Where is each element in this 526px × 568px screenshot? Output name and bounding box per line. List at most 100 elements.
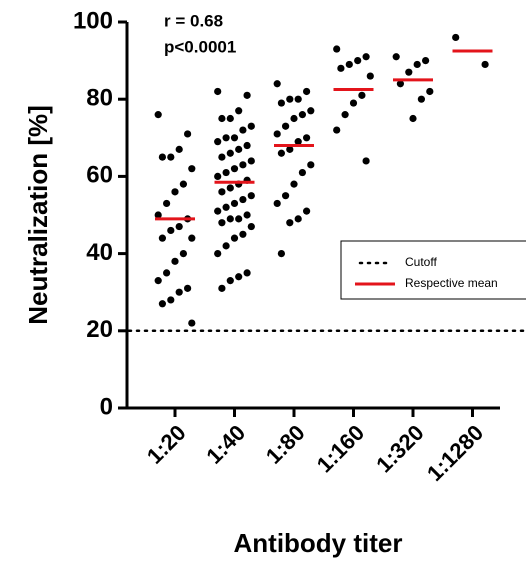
data-point xyxy=(286,95,294,103)
data-point xyxy=(294,95,302,103)
data-point xyxy=(333,45,341,53)
data-point xyxy=(426,87,434,96)
data-point xyxy=(230,199,239,208)
data-point xyxy=(167,296,175,304)
data-point xyxy=(226,277,234,285)
x-tick-label: 1:20 xyxy=(142,420,191,469)
data-point xyxy=(218,153,226,161)
data-point xyxy=(175,145,183,153)
data-point xyxy=(290,180,298,188)
data-point xyxy=(218,219,226,227)
legend-label: Respective mean xyxy=(405,276,498,290)
data-point xyxy=(188,165,196,173)
data-point xyxy=(294,215,302,223)
data-point xyxy=(345,60,353,69)
data-point xyxy=(239,126,247,134)
data-point xyxy=(222,134,230,142)
data-point xyxy=(307,161,315,169)
data-point xyxy=(222,203,230,211)
data-point xyxy=(218,114,226,123)
data-point xyxy=(303,87,311,96)
data-point xyxy=(154,111,162,119)
y-tick-label: 20 xyxy=(86,316,113,343)
data-point xyxy=(214,250,222,258)
data-point xyxy=(158,300,166,308)
x-tick-label: 1:320 xyxy=(371,420,428,477)
data-point xyxy=(243,269,251,277)
data-point xyxy=(277,149,285,157)
data-point xyxy=(222,168,230,177)
data-point xyxy=(298,168,306,177)
data-point xyxy=(175,288,183,296)
data-point xyxy=(422,57,430,65)
data-point xyxy=(362,53,370,61)
data-point xyxy=(218,188,226,196)
data-point xyxy=(158,153,166,161)
y-axis-label: Neutralization [%] xyxy=(23,105,53,325)
data-point xyxy=(214,172,222,180)
data-point xyxy=(167,153,175,161)
data-point xyxy=(333,126,341,134)
data-point xyxy=(154,277,162,285)
data-point xyxy=(226,114,234,123)
data-point xyxy=(282,192,290,200)
data-point xyxy=(481,60,489,69)
data-point xyxy=(290,114,298,123)
data-point xyxy=(214,138,222,146)
annotation: r = 0.68 xyxy=(164,11,223,30)
data-point xyxy=(307,107,315,115)
data-point xyxy=(362,157,370,165)
x-tick-label: 1:160 xyxy=(312,420,369,477)
data-point xyxy=(277,99,285,107)
legend-label: Cutoff xyxy=(405,255,437,269)
data-point xyxy=(413,60,421,69)
data-point xyxy=(188,234,196,242)
data-point xyxy=(230,234,239,242)
data-point xyxy=(417,95,425,103)
data-point xyxy=(277,250,285,258)
annotation: p<0.0001 xyxy=(164,37,236,56)
data-point xyxy=(273,80,281,88)
data-point xyxy=(273,130,281,138)
data-point xyxy=(230,165,239,173)
data-point xyxy=(167,226,175,235)
data-point xyxy=(341,111,349,119)
data-point xyxy=(154,211,162,219)
data-point xyxy=(405,68,413,76)
data-point xyxy=(171,257,179,265)
y-tick-label: 80 xyxy=(86,85,113,112)
data-point xyxy=(298,111,306,119)
x-tick-label: 1:80 xyxy=(261,420,310,469)
data-point xyxy=(235,145,243,153)
data-point xyxy=(158,234,166,242)
data-point xyxy=(452,33,460,42)
data-point xyxy=(396,80,404,88)
data-point xyxy=(171,188,179,196)
data-point xyxy=(282,122,290,130)
legend-box xyxy=(340,240,526,300)
data-point xyxy=(239,195,247,204)
data-point xyxy=(286,145,294,153)
x-tick-label: 1:40 xyxy=(201,420,250,469)
data-point xyxy=(226,215,234,223)
data-point xyxy=(294,138,302,146)
data-point xyxy=(163,269,171,277)
data-point xyxy=(218,284,226,292)
data-point xyxy=(239,230,247,238)
data-point xyxy=(175,222,183,231)
data-point xyxy=(303,134,311,142)
data-point xyxy=(243,141,251,150)
data-point xyxy=(235,273,243,281)
x-tick-label: 1:1280 xyxy=(422,420,488,486)
data-point xyxy=(188,319,196,327)
data-point xyxy=(409,114,417,123)
data-point xyxy=(230,134,239,142)
data-point xyxy=(354,57,362,65)
x-axis-label: Antibody titer xyxy=(234,528,403,558)
data-point xyxy=(163,199,171,208)
data-point xyxy=(179,250,187,258)
data-point xyxy=(337,64,345,72)
data-point xyxy=(349,99,358,107)
data-point xyxy=(247,222,255,231)
data-point xyxy=(243,91,251,99)
